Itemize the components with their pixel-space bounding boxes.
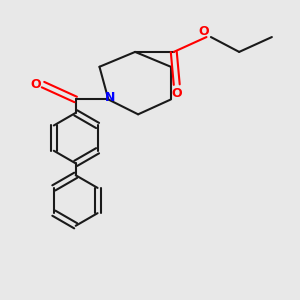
Text: O: O (198, 25, 209, 38)
Text: O: O (171, 87, 182, 100)
Text: N: N (105, 91, 115, 103)
Text: O: O (30, 78, 41, 91)
